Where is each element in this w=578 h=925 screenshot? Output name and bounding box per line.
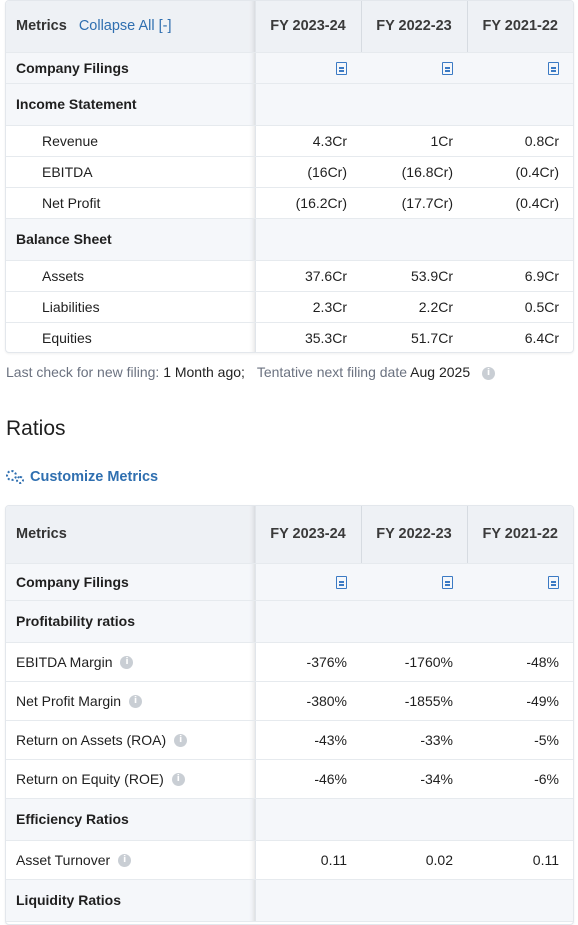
row-label: Net Profit bbox=[6, 187, 256, 219]
section-efficiency[interactable]: Efficiency Ratios bbox=[6, 798, 256, 841]
table-row: EBITDA (16Cr) (16.8Cr) (0.4Cr) bbox=[6, 156, 573, 188]
info-icon[interactable]: i bbox=[120, 656, 134, 670]
company-filings-label: Company Filings bbox=[6, 563, 256, 601]
cell-value: -49% bbox=[467, 681, 573, 721]
cell-value: -1855% bbox=[361, 681, 467, 721]
section-balance-sheet[interactable]: Balance Sheet bbox=[6, 218, 256, 261]
cell-value: (16.8Cr) bbox=[361, 156, 467, 188]
info-icon[interactable]: i bbox=[129, 695, 143, 709]
cell-value: -5% bbox=[467, 720, 573, 760]
document-icon[interactable] bbox=[548, 62, 559, 76]
gears-icon bbox=[6, 470, 26, 485]
customize-metrics-label: Customize Metrics bbox=[30, 469, 159, 485]
row-label: EBITDA Margin bbox=[16, 653, 113, 670]
document-icon[interactable] bbox=[336, 62, 347, 76]
last-check-value: 1 Month ago; bbox=[163, 364, 245, 380]
row-label: Assets bbox=[6, 260, 256, 292]
info-icon[interactable]: i bbox=[174, 734, 188, 748]
next-filing-label: Tentative next filing date bbox=[256, 364, 408, 380]
ratios-table-card: Metrics FY 2023-24 FY 2022-23 FY 2021-22… bbox=[5, 505, 574, 925]
cell-value: 6.4Cr bbox=[467, 322, 573, 352]
next-filing-value: Aug 2025 bbox=[410, 364, 471, 380]
cell-value: 0.11 bbox=[467, 840, 573, 880]
year-header: FY 2023-24 bbox=[254, 1, 361, 53]
section-income-statement[interactable]: Income Statement bbox=[6, 83, 256, 126]
cell-value: (16.2Cr) bbox=[255, 187, 361, 219]
cell-value: 0.8Cr bbox=[467, 125, 573, 157]
cell-value: 51.7Cr bbox=[361, 322, 467, 352]
cell-value: 2.2Cr bbox=[361, 291, 467, 323]
document-icon[interactable] bbox=[548, 576, 559, 590]
cell-value: 2.3Cr bbox=[255, 291, 361, 323]
table-row: EBITDA Margin i -376% -1760% -48% bbox=[6, 642, 573, 682]
cell-value: 6.9Cr bbox=[467, 260, 573, 292]
row-label: Return on Equity (ROE) bbox=[16, 770, 164, 787]
company-filings-label: Company Filings bbox=[6, 52, 256, 84]
section-profitability[interactable]: Profitability ratios bbox=[6, 600, 256, 643]
section-liquidity[interactable]: Liquidity Ratios bbox=[6, 879, 256, 922]
financials-table-card: Metrics Collapse All [-] FY 2023-24 FY 2… bbox=[5, 0, 574, 353]
customize-metrics-button[interactable]: Customize Metrics bbox=[6, 469, 158, 485]
cell-value: 0.5Cr bbox=[467, 291, 573, 323]
metrics-header: Metrics Collapse All [-] bbox=[6, 1, 256, 53]
cell-value: -33% bbox=[361, 720, 467, 760]
year-header: FY 2021-22 bbox=[466, 506, 573, 564]
info-icon[interactable]: i bbox=[118, 854, 132, 868]
cell-value: -376% bbox=[255, 642, 361, 682]
metrics-header-label: Metrics bbox=[16, 18, 67, 35]
row-label: Liabilities bbox=[6, 291, 256, 323]
info-icon[interactable]: i bbox=[171, 773, 185, 787]
metrics-header: Metrics bbox=[6, 506, 256, 564]
cell-value: -34% bbox=[361, 759, 467, 799]
year-header: FY 2022-23 bbox=[360, 506, 467, 564]
ratios-title: Ratios bbox=[6, 417, 66, 440]
table-row: Liabilities 2.3Cr 2.2Cr 0.5Cr bbox=[6, 291, 573, 323]
row-label: Equities bbox=[6, 322, 256, 352]
cell-value: (17.7Cr) bbox=[361, 187, 467, 219]
row-label: Revenue bbox=[6, 125, 256, 157]
table-row: Net Profit Margin i -380% -1855% -49% bbox=[6, 681, 573, 721]
document-icon[interactable] bbox=[336, 576, 347, 590]
cell-value: 1Cr bbox=[361, 125, 467, 157]
year-header: FY 2023-24 bbox=[254, 506, 361, 564]
year-header: FY 2021-22 bbox=[466, 1, 573, 53]
table-row: Equities 35.3Cr 51.7Cr 6.4Cr bbox=[6, 322, 573, 352]
info-icon[interactable]: i bbox=[482, 366, 495, 380]
cell-value: 53.9Cr bbox=[361, 260, 467, 292]
cell-value: -1760% bbox=[361, 642, 467, 682]
cell-value: 0.02 bbox=[361, 840, 467, 880]
cell-value: (16Cr) bbox=[255, 156, 361, 188]
cell-value: -380% bbox=[255, 681, 361, 721]
cell-value: 35.3Cr bbox=[255, 322, 361, 352]
cell-value: 37.6Cr bbox=[255, 260, 361, 292]
cell-value: (0.4Cr) bbox=[467, 156, 573, 188]
cell-value: 0.11 bbox=[255, 840, 361, 880]
document-icon[interactable] bbox=[442, 62, 453, 76]
financials-table: Metrics Collapse All [-] FY 2023-24 FY 2… bbox=[6, 1, 573, 352]
cell-value: -6% bbox=[467, 759, 573, 799]
table-row: Return on Assets (ROA) i -43% -33% -5% bbox=[6, 720, 573, 760]
year-header: FY 2022-23 bbox=[360, 1, 467, 53]
row-label: Return on Assets (ROA) bbox=[16, 731, 167, 748]
row-label: Asset Turnover bbox=[16, 851, 111, 868]
row-label: EBITDA bbox=[6, 156, 256, 188]
cell-value: -46% bbox=[255, 759, 361, 799]
ratios-table: Metrics FY 2023-24 FY 2022-23 FY 2021-22… bbox=[6, 506, 573, 922]
collapse-all-link[interactable]: Collapse All [-] bbox=[78, 18, 172, 35]
table-row: Asset Turnover i 0.11 0.02 0.11 bbox=[6, 840, 573, 880]
table-row: Return on Equity (ROE) i -46% -34% -6% bbox=[6, 759, 573, 799]
table-row: Assets 37.6Cr 53.9Cr 6.9Cr bbox=[6, 260, 573, 292]
last-check-label: Last check for new filing: bbox=[6, 364, 160, 380]
filing-status: Last check for new filing: 1 Month ago; … bbox=[6, 364, 495, 380]
row-label: Net Profit Margin bbox=[16, 692, 122, 709]
cell-value: (0.4Cr) bbox=[467, 187, 573, 219]
cell-value: 4.3Cr bbox=[255, 125, 361, 157]
document-icon[interactable] bbox=[442, 576, 453, 590]
cell-value: -48% bbox=[467, 642, 573, 682]
table-row: Revenue 4.3Cr 1Cr 0.8Cr bbox=[6, 125, 573, 157]
cell-value: -43% bbox=[255, 720, 361, 760]
table-row: Net Profit (16.2Cr) (17.7Cr) (0.4Cr) bbox=[6, 187, 573, 219]
